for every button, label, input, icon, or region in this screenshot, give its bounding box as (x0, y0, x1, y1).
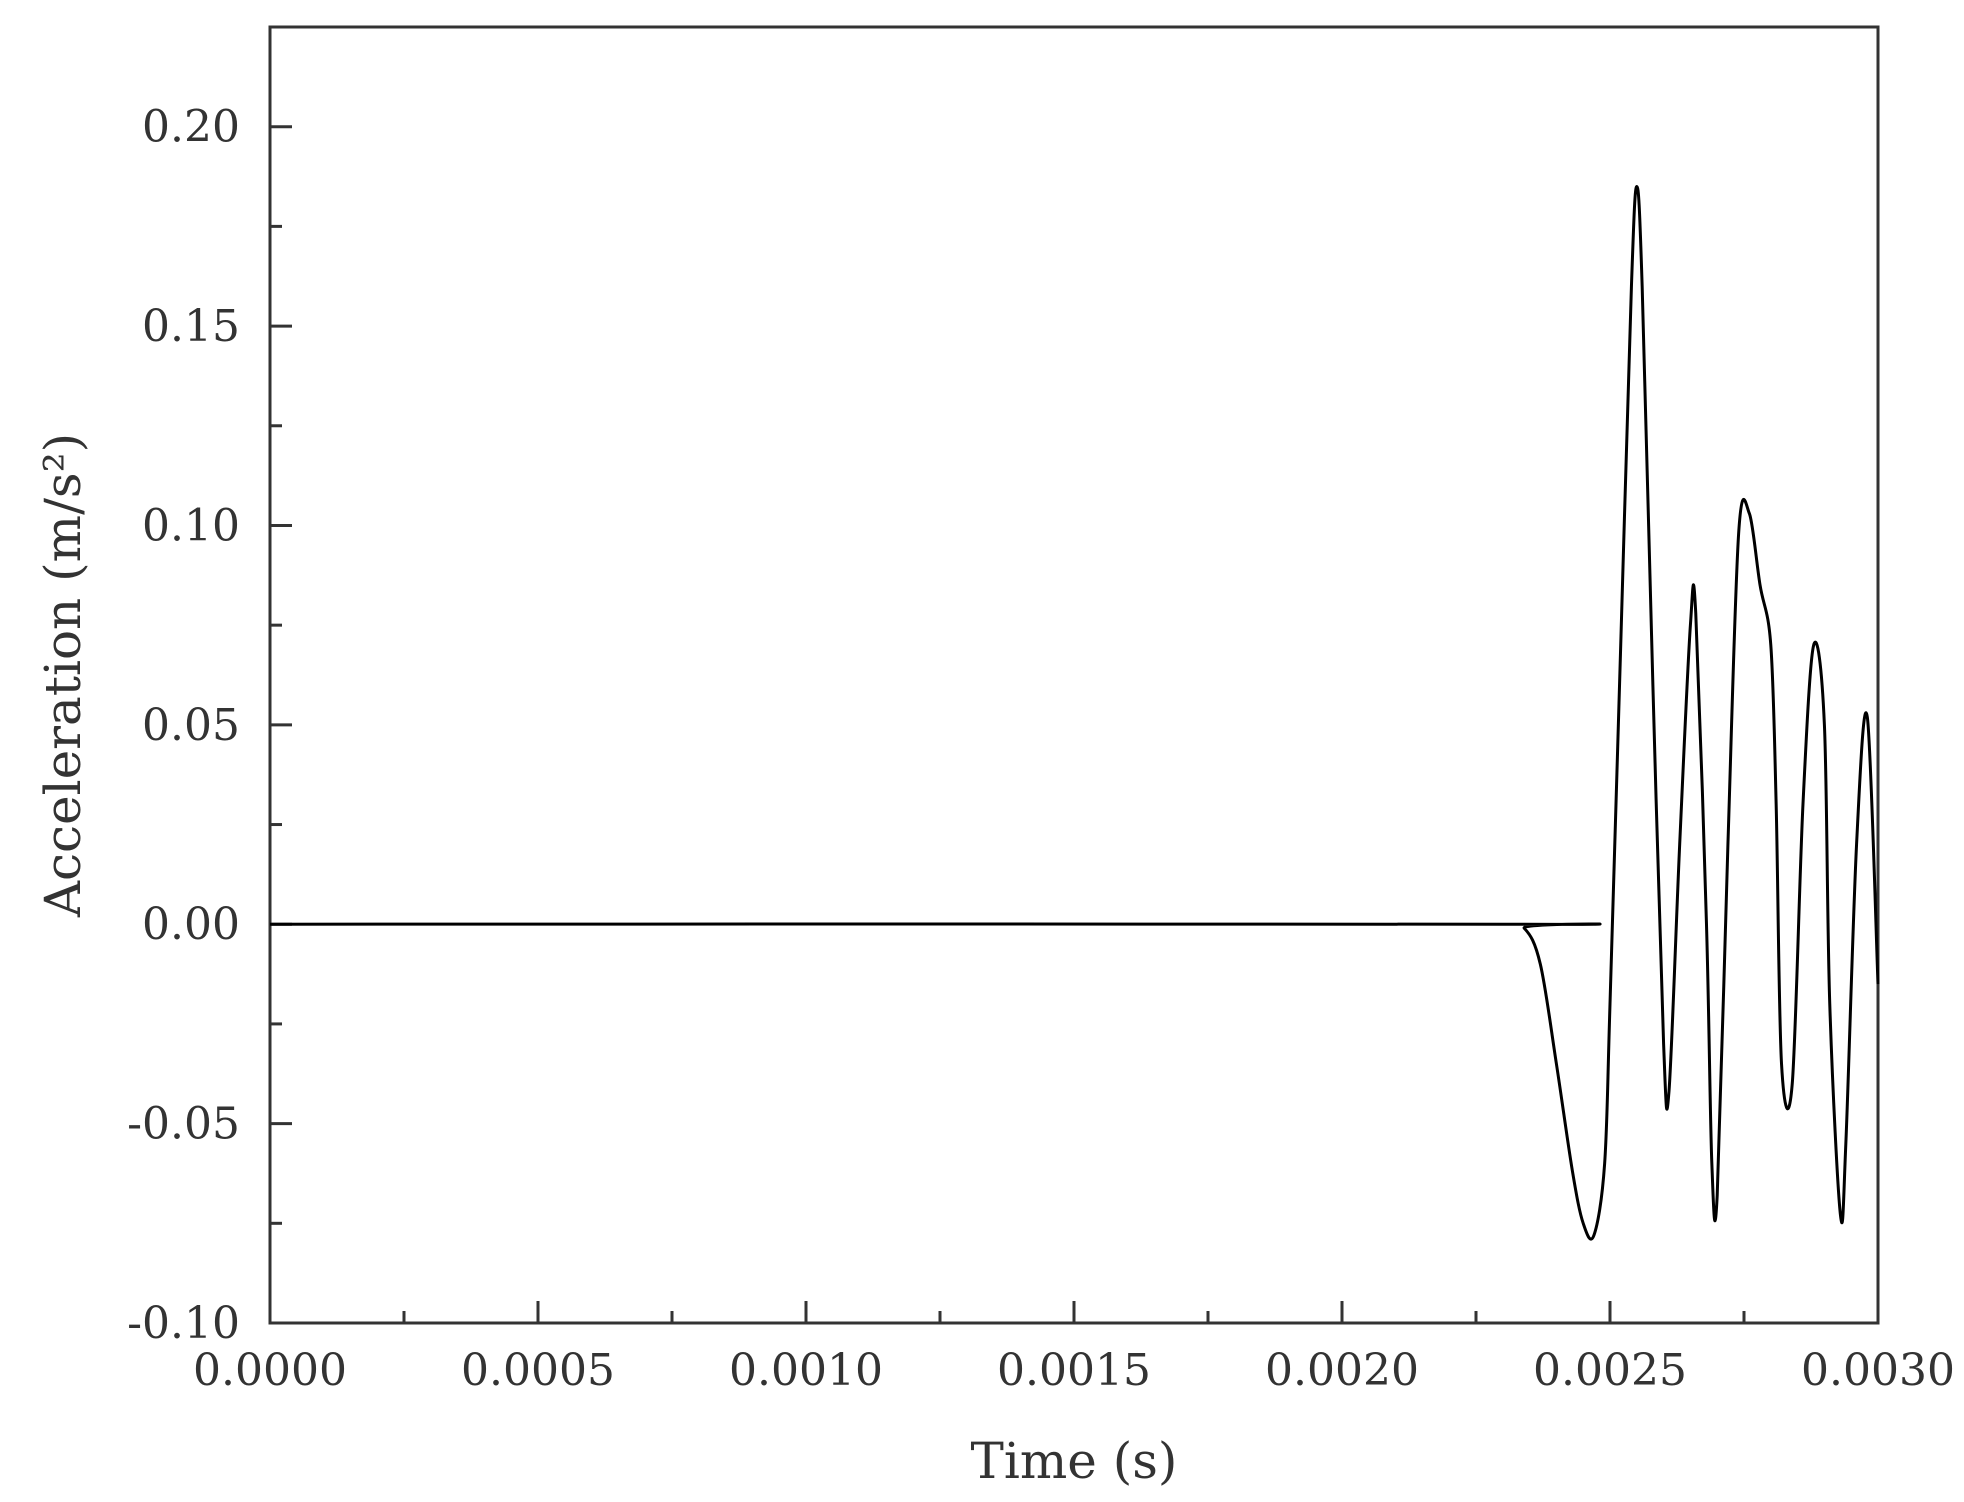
y-tick-label: 0.20 (142, 102, 240, 153)
plot-frame (268, 25, 1880, 1325)
x-axis: 0.0000 0.0005 0.0010 0.0015 0.0020 0.0025 0.00… (193, 1301, 1955, 1396)
x-tick-label: 0.0000 (193, 1345, 347, 1396)
y-axis: -0.10 -0.05 0.00 0.05 0.10 0.15 0.20 (127, 25, 292, 1349)
acceleration-series-line (269, 185, 1880, 1241)
y-tick-label: 0.05 (142, 700, 240, 751)
y-tick-label: -0.10 (127, 1298, 240, 1349)
x-tick-label: 0.0015 (997, 1345, 1151, 1396)
y-tick-label: -0.05 (127, 1099, 240, 1150)
x-tick-label: 0.0020 (1265, 1345, 1419, 1396)
y-tick-label: 0.15 (142, 301, 240, 352)
x-tick-label: 0.0005 (461, 1345, 615, 1396)
x-axis-title: Time (s) (971, 1432, 1178, 1490)
y-axis-title: Acceleration (m/s²) (34, 433, 92, 918)
y-tick-label: 0.10 (142, 500, 240, 551)
x-tick-label: 0.0030 (1801, 1345, 1955, 1396)
y-tick-label: 0.00 (142, 899, 240, 950)
x-tick-label: 0.0025 (1533, 1345, 1687, 1396)
x-tick-label: 0.0010 (729, 1345, 883, 1396)
